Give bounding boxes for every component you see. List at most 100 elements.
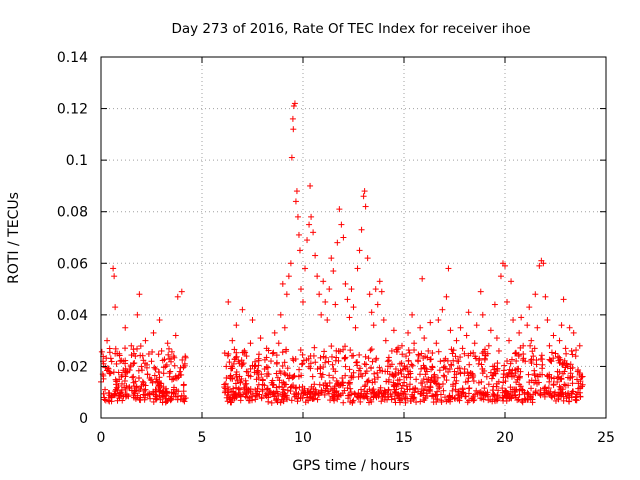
data-point-band-919	[376, 364, 383, 371]
data-point-band-1286	[321, 348, 328, 355]
data-point-band-1043	[321, 391, 328, 398]
data-point-band-1142	[465, 385, 472, 392]
data-point-band-616	[305, 363, 312, 370]
data-point-band-193	[141, 387, 148, 394]
data-point-band-267	[226, 359, 233, 366]
data-point-0-68	[269, 350, 276, 357]
data-point-0-169	[457, 324, 464, 331]
data-point-0-99	[318, 311, 325, 318]
data-point-band-1175	[269, 377, 276, 384]
data-point-band-1244	[566, 394, 573, 401]
data-point-band-1136	[384, 396, 391, 403]
data-point-0-8	[112, 304, 119, 311]
data-point-band-1078	[502, 378, 509, 385]
data-point-band-569	[327, 397, 334, 404]
data-point-band-186	[117, 390, 124, 397]
data-point-band-670	[261, 356, 268, 363]
data-point-band-519	[429, 350, 436, 357]
data-point-0-227	[574, 368, 581, 375]
data-point-0-205	[530, 353, 537, 360]
data-point-band-1194	[254, 385, 261, 392]
data-point-band-102	[128, 387, 135, 394]
data-point-band-228	[163, 398, 170, 405]
data-point-band-1033	[442, 365, 449, 372]
data-point-band-177	[178, 392, 185, 399]
data-point-band-1220	[356, 392, 363, 399]
data-point-band-980	[500, 374, 507, 381]
data-point-band-572	[346, 366, 353, 373]
data-point-band-1101	[487, 396, 494, 403]
data-point-band-220	[175, 372, 182, 379]
data-point-0-34	[164, 340, 171, 347]
data-point-0-192	[504, 298, 511, 305]
data-point-band-96	[119, 397, 126, 404]
data-point-band-1001	[290, 373, 297, 380]
data-point-band-900	[305, 387, 312, 394]
data-point-0-167	[453, 337, 460, 344]
data-point-band-1114	[430, 393, 437, 400]
data-point-band-234	[153, 388, 160, 395]
data-point-band-312	[466, 361, 473, 368]
grid-lines	[101, 57, 606, 418]
data-point-band-858	[393, 348, 400, 355]
data-point-band-1130	[455, 388, 462, 395]
data-point-0-27	[150, 329, 157, 336]
data-point-band-1106	[451, 395, 458, 402]
data-point-band-948	[565, 382, 572, 389]
data-point-band-1170	[339, 379, 346, 386]
data-point-band-782	[332, 357, 339, 364]
data-point-0-17	[130, 373, 137, 380]
data-point-band-1318	[506, 393, 513, 400]
data-point-0-123	[364, 255, 371, 262]
data-point-0-132	[382, 337, 389, 344]
data-point-0-114	[348, 286, 355, 293]
data-point-0-164	[447, 327, 454, 334]
data-point-band-1185	[355, 390, 362, 397]
data-point-0-217	[554, 368, 561, 375]
data-point-band-904	[429, 392, 436, 399]
data-point-band-1266	[401, 379, 408, 386]
data-point-0-156	[431, 378, 438, 385]
data-point-band-937	[371, 376, 378, 383]
y-tick-label-5: 0.1	[66, 153, 88, 169]
data-point-band-1184	[573, 391, 580, 398]
x-axis-label: GPS time / hours	[292, 458, 409, 474]
data-point-band-934	[385, 376, 392, 383]
data-point-0-48	[229, 337, 236, 344]
data-point-band-950	[401, 388, 408, 395]
data-point-band-1086	[478, 378, 485, 385]
data-point-band-677	[479, 370, 486, 377]
data-point-0-85	[294, 213, 301, 220]
data-point-band-1241	[247, 365, 254, 372]
data-point-band-1061	[310, 395, 317, 402]
data-point-0-4	[106, 368, 113, 375]
y-tick-label-0: 0	[79, 411, 88, 427]
y-tick-label-2: 0.04	[57, 308, 88, 324]
data-point-band-1095	[367, 365, 374, 372]
data-point-band-770	[485, 381, 492, 388]
data-point-0-122	[362, 203, 369, 210]
data-point-0-206	[532, 291, 539, 298]
data-point-0-12	[120, 358, 127, 365]
data-point-band-1319	[224, 391, 231, 398]
data-point-0-105	[330, 268, 337, 275]
data-point-0-119	[358, 226, 365, 233]
data-point-band-126	[112, 345, 119, 352]
data-point-band-1118	[557, 376, 564, 383]
data-point-band-205	[161, 356, 168, 363]
data-point-band-1287	[373, 355, 380, 362]
data-point-band-838	[387, 363, 394, 370]
data-point-band-1193	[494, 365, 501, 372]
data-point-0-185	[489, 363, 496, 370]
data-point-0-222	[564, 363, 571, 370]
data-point-band-713	[279, 349, 286, 356]
data-point-0-83	[292, 198, 299, 205]
data-point-band-1060	[476, 389, 483, 396]
data-point-band-926	[560, 397, 567, 404]
data-point-band-1029	[398, 396, 405, 403]
data-point-band-888	[370, 386, 377, 393]
data-point-band-1204	[443, 377, 450, 384]
data-point-band-1203	[465, 372, 472, 379]
data-point-0-203	[526, 304, 533, 311]
data-point-0-79	[289, 115, 296, 122]
